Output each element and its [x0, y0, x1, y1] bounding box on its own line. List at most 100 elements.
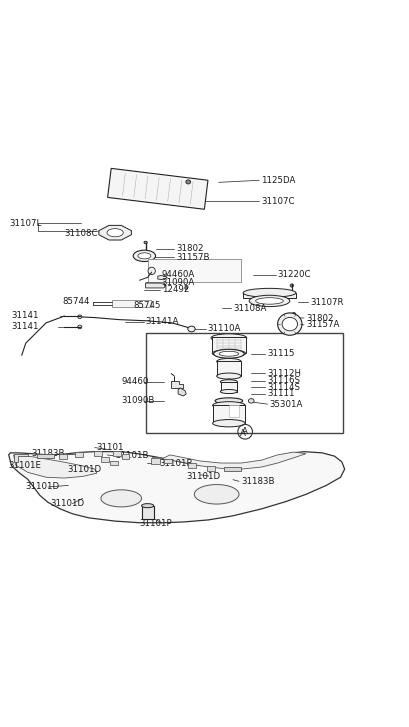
- Text: 31112H: 31112H: [267, 369, 301, 378]
- Text: 31107L: 31107L: [9, 219, 42, 228]
- Ellipse shape: [249, 295, 290, 307]
- Ellipse shape: [219, 351, 238, 356]
- Bar: [37, 454, 54, 458]
- Text: 31101B: 31101B: [115, 451, 148, 460]
- Bar: [188, 463, 196, 468]
- Text: 31101E: 31101E: [9, 462, 42, 470]
- Text: 31141: 31141: [11, 323, 39, 332]
- Text: 94460A: 94460A: [162, 270, 195, 279]
- Text: 31101P: 31101P: [139, 518, 172, 528]
- Bar: [213, 406, 245, 423]
- Text: 31157B: 31157B: [176, 252, 209, 262]
- Text: 1125DA: 1125DA: [261, 176, 296, 185]
- Ellipse shape: [220, 379, 237, 384]
- Text: 31101: 31101: [97, 443, 124, 452]
- Ellipse shape: [194, 485, 239, 504]
- Ellipse shape: [107, 228, 123, 237]
- Ellipse shape: [213, 349, 244, 358]
- Bar: [221, 382, 237, 392]
- Text: 94460: 94460: [121, 377, 148, 386]
- Bar: [112, 300, 151, 307]
- Text: 31110A: 31110A: [208, 324, 241, 334]
- Bar: [164, 459, 172, 463]
- Ellipse shape: [217, 373, 241, 379]
- Bar: [151, 458, 160, 464]
- Ellipse shape: [278, 313, 302, 335]
- Bar: [74, 452, 83, 457]
- Text: 31802: 31802: [176, 244, 204, 254]
- Ellipse shape: [282, 318, 297, 331]
- Text: 31090B: 31090B: [121, 396, 155, 406]
- Text: 31101D: 31101D: [186, 472, 220, 481]
- Bar: [142, 507, 154, 520]
- Polygon shape: [146, 283, 166, 288]
- Polygon shape: [13, 455, 97, 478]
- Text: 31183B: 31183B: [241, 477, 274, 486]
- Text: 31101D: 31101D: [50, 499, 84, 508]
- Bar: [101, 457, 109, 462]
- Ellipse shape: [227, 379, 231, 382]
- Bar: [113, 451, 121, 456]
- Text: 31115: 31115: [267, 349, 295, 358]
- Bar: [110, 461, 118, 465]
- Text: A: A: [240, 429, 246, 438]
- Polygon shape: [162, 452, 306, 469]
- Text: 31101D: 31101D: [67, 465, 101, 475]
- Text: 85745: 85745: [133, 300, 161, 310]
- Bar: [225, 467, 241, 471]
- Text: 31107C: 31107C: [261, 196, 295, 206]
- Text: 31114S: 31114S: [267, 382, 301, 392]
- Ellipse shape: [220, 390, 237, 393]
- Ellipse shape: [148, 268, 155, 275]
- Ellipse shape: [217, 358, 241, 364]
- Text: 31101B: 31101B: [160, 459, 193, 467]
- Polygon shape: [9, 451, 345, 523]
- Ellipse shape: [78, 325, 82, 329]
- Text: 12492: 12492: [162, 285, 189, 294]
- Ellipse shape: [133, 250, 155, 262]
- Bar: [94, 451, 102, 456]
- Text: 31116S: 31116S: [267, 376, 301, 385]
- Polygon shape: [108, 169, 208, 209]
- Polygon shape: [99, 225, 131, 240]
- Text: 31108A: 31108A: [233, 304, 266, 313]
- Text: 31108C: 31108C: [64, 229, 98, 238]
- Ellipse shape: [144, 241, 147, 244]
- Text: A: A: [242, 427, 248, 436]
- Polygon shape: [178, 388, 186, 396]
- Ellipse shape: [78, 315, 82, 318]
- Text: 31157A: 31157A: [306, 321, 339, 329]
- Text: 31090A: 31090A: [162, 278, 195, 286]
- Text: 31141A: 31141A: [146, 317, 179, 326]
- Ellipse shape: [290, 284, 294, 287]
- Ellipse shape: [292, 313, 295, 316]
- Polygon shape: [13, 454, 28, 462]
- Bar: [146, 333, 343, 433]
- Polygon shape: [243, 293, 296, 297]
- Bar: [229, 405, 239, 417]
- Text: 31220C: 31220C: [278, 270, 311, 279]
- Ellipse shape: [215, 398, 243, 404]
- Ellipse shape: [186, 180, 191, 184]
- Bar: [152, 457, 160, 462]
- Bar: [121, 454, 129, 459]
- Bar: [207, 466, 215, 471]
- Text: 35301A: 35301A: [270, 400, 303, 409]
- Ellipse shape: [213, 419, 245, 427]
- Ellipse shape: [213, 402, 245, 409]
- Text: 31141: 31141: [11, 311, 39, 321]
- Ellipse shape: [101, 490, 142, 507]
- Text: 31802: 31802: [306, 313, 334, 323]
- Ellipse shape: [243, 289, 296, 297]
- Ellipse shape: [248, 398, 254, 403]
- Text: 31111: 31111: [267, 390, 295, 398]
- Ellipse shape: [211, 334, 247, 342]
- Polygon shape: [171, 381, 183, 388]
- Bar: [148, 259, 241, 282]
- Bar: [212, 337, 245, 353]
- Ellipse shape: [212, 350, 245, 357]
- Ellipse shape: [188, 326, 195, 332]
- Bar: [217, 361, 240, 376]
- Bar: [59, 454, 67, 459]
- Text: 31101D: 31101D: [26, 483, 60, 491]
